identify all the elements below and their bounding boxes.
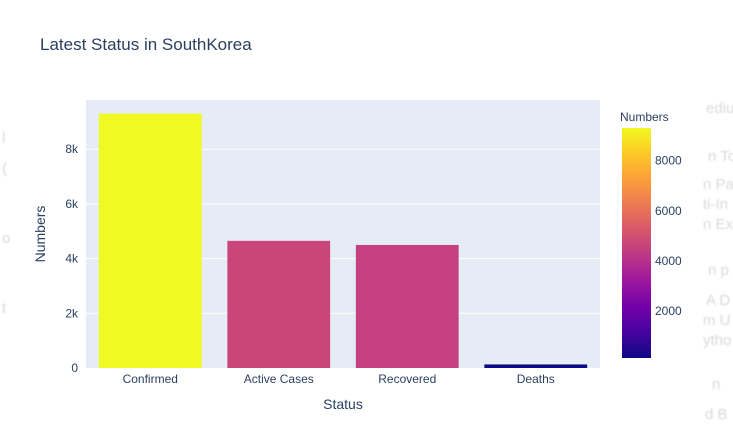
- colorbar-ticks: 2000 4000 6000 8000: [655, 154, 682, 318]
- background-fragment: ytho: [703, 332, 732, 349]
- bar: [227, 240, 331, 368]
- y-tick-label: 0: [71, 361, 78, 375]
- colorbar-title: Numbers: [620, 110, 669, 124]
- x-axis-title: Status: [323, 396, 363, 412]
- chart-title: Latest Status in SouthKorea: [40, 35, 252, 54]
- background-fragment: l: [2, 130, 6, 147]
- background-fragment: n Ex: [703, 216, 733, 233]
- bar: [355, 244, 459, 368]
- background-fragment: (: [2, 160, 7, 177]
- y-axis-ticks: 0 2k 4k 6k 8k: [65, 142, 79, 375]
- y-tick-label: 2k: [65, 306, 79, 320]
- background-fragment: n To: [708, 148, 733, 165]
- y-tick-label: 8k: [65, 142, 79, 156]
- background-fragment: n: [712, 376, 721, 393]
- background-fragment: n p: [708, 262, 729, 279]
- x-tick-label: Recovered: [378, 372, 436, 386]
- x-tick-label: Active Cases: [244, 372, 314, 386]
- colorbar-tick-label: 2000: [655, 304, 682, 318]
- background-fragment: ti-In: [703, 196, 729, 213]
- background-fragment: d B: [705, 406, 728, 423]
- colorbar-tick-label: 4000: [655, 254, 682, 268]
- colorbar-tick-label: 6000: [655, 204, 682, 218]
- colorbar-tick-label: 8000: [655, 154, 682, 168]
- background-fragment: o: [2, 230, 11, 247]
- bar: [484, 364, 588, 368]
- background-fragment: n Pa: [703, 176, 733, 193]
- colorbar: [622, 128, 651, 358]
- y-axis-title: Numbers: [32, 206, 48, 263]
- background-fragment: edium: [706, 100, 733, 117]
- x-axis-ticks: Confirmed Active Cases Recovered Deaths: [123, 372, 555, 386]
- y-tick-label: 6k: [65, 197, 79, 211]
- bars: [98, 113, 588, 369]
- background-fragment: A D: [706, 292, 731, 309]
- x-tick-label: Confirmed: [123, 372, 178, 386]
- background-fragment: t: [2, 300, 7, 317]
- background-fragment: m U: [703, 312, 731, 329]
- x-tick-label: Deaths: [517, 372, 555, 386]
- y-tick-label: 4k: [65, 252, 79, 266]
- bar: [98, 113, 202, 369]
